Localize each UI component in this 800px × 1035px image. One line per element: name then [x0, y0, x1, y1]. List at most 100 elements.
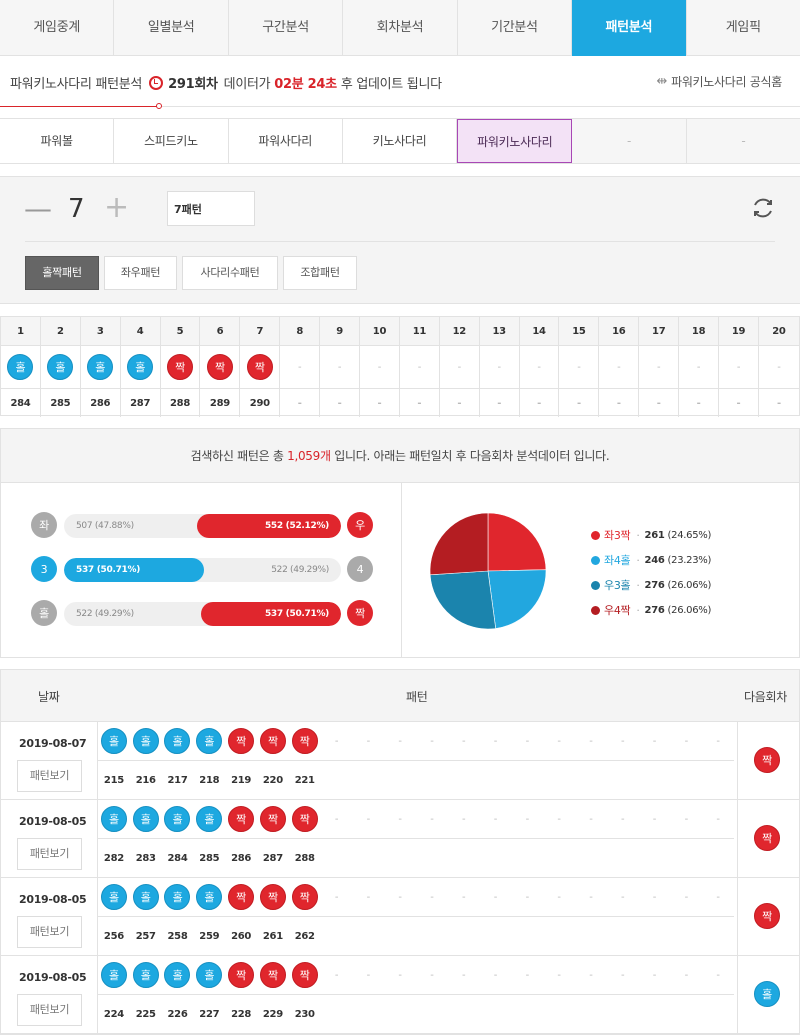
subtab-powerball[interactable]: 파워볼	[0, 119, 115, 163]
official-home-label: 파워키노사다리 공식홈	[671, 75, 782, 89]
round-number: 290	[240, 389, 281, 417]
pattern-count-input[interactable]	[167, 191, 255, 226]
history-ball-cell: -	[543, 878, 575, 917]
history-ball-cell: -	[447, 878, 480, 917]
round-number: 288	[161, 389, 201, 417]
history-number-cell	[670, 761, 702, 799]
history-header: 날짜 패턴 다음회차	[1, 670, 799, 722]
history-ball-cell: 짝	[225, 956, 257, 995]
legend-count: 246	[644, 554, 665, 566]
history-number-cell: 285	[199, 852, 220, 864]
history-number-cell	[702, 761, 734, 799]
history-ball-cell: -	[447, 722, 480, 761]
history-ball-cell: 홀	[161, 956, 194, 995]
left-right-pattern-button[interactable]: 좌우패턴	[104, 256, 177, 290]
legend-percent: (23.23%)	[667, 554, 712, 566]
increase-button[interactable]: +	[104, 190, 129, 225]
update-text-suffix: 후 업데이트 됩니다	[340, 77, 442, 92]
history-number-cell	[607, 839, 639, 877]
round-result-cell: -	[520, 346, 560, 388]
history-ball-cell: -	[606, 800, 639, 839]
view-pattern-button[interactable]: 패턴보기	[17, 760, 82, 792]
subtab-keno-ladder[interactable]: 키노사다리	[342, 119, 458, 163]
result-ball: 짝	[259, 728, 286, 754]
tab-daily-analysis[interactable]: 일별분석	[114, 0, 229, 56]
history-ball-cell: 홀	[161, 800, 194, 839]
round-index: 11	[399, 317, 440, 345]
round-number-row: 284 285 286 287 288 289 290- - - - - - - - - - - - -	[1, 389, 799, 417]
round-result-cell: -	[400, 346, 440, 388]
subtab-power-keno-ladder[interactable]: 파워키노사다리	[457, 119, 573, 163]
tab-round-analysis[interactable]: 회차분석	[343, 0, 458, 56]
history-number-cell	[639, 917, 671, 955]
current-round: 291회차	[168, 77, 218, 92]
history-number-cell: 261	[262, 930, 283, 942]
countdown-timer: 02분 24초	[274, 77, 337, 92]
round-index: 6	[200, 317, 241, 345]
stat-right-label: 우	[347, 512, 373, 538]
history-ball-cell: 짝	[256, 956, 289, 995]
decrease-button[interactable]: —	[24, 192, 52, 225]
view-pattern-button[interactable]: 패턴보기	[17, 916, 82, 948]
tab-section-analysis[interactable]: 구간분석	[229, 0, 344, 56]
legend-separator: ·	[636, 528, 640, 542]
combo-pattern-button[interactable]: 조합패턴	[283, 256, 357, 290]
history-ball-cell: -	[511, 956, 544, 995]
history-number-cell: 225	[135, 1008, 156, 1020]
search-summary: 검색하신 패턴은 총 1,059개 입니다. 아래는 패턴일치 후 다음회차 분…	[0, 428, 800, 483]
result-ball: 짝	[291, 884, 318, 910]
odd-even-pattern-button[interactable]: 홀짝패턴	[25, 256, 99, 290]
history-number-cell	[448, 917, 480, 955]
result-ball: 홀	[132, 962, 159, 988]
history-number-cell	[480, 917, 512, 955]
history-number-cell	[384, 995, 416, 1033]
official-home-link[interactable]: ⇹ 파워키노사다리 공식홈	[656, 73, 782, 90]
result-ball: 짝	[291, 962, 318, 988]
round-number: -	[360, 389, 400, 417]
result-ball: 홀	[100, 806, 127, 832]
history-ball-cell: 홀	[129, 722, 162, 761]
history-number-cell: 262	[294, 930, 315, 942]
tab-game-broadcast[interactable]: 게임중계	[0, 0, 115, 56]
history-ball-cell: 홀	[98, 800, 130, 839]
history-number-cell: 218	[199, 774, 220, 786]
round-number: -	[776, 397, 781, 409]
history-ball-cell: -	[320, 722, 353, 761]
page-title: 파워키노사다리 패턴분석	[10, 77, 143, 92]
view-pattern-button[interactable]: 패턴보기	[17, 838, 82, 870]
refresh-icon[interactable]	[750, 195, 776, 221]
history-ball-cell: 홀	[129, 956, 162, 995]
subtab-speed-keno[interactable]: 스피드키노	[114, 119, 229, 163]
history-number-cell: 229	[262, 1008, 283, 1020]
history-number-row: 224 225 226 227 228 229 230	[98, 995, 737, 1033]
round-number: -	[599, 389, 640, 417]
history-number-cell	[607, 995, 639, 1033]
subtab-empty-1: -	[572, 119, 687, 163]
control-separator	[25, 241, 775, 242]
pattern-control-panel: — 7 + 홀짝패턴 좌우패턴 사다리수패턴 조합패턴	[0, 176, 800, 304]
legend-name: 좌4홀	[604, 553, 631, 567]
stat-row: 3 537 (50.71%) 522 (49.29%) 4	[31, 556, 373, 582]
result-ball: 홀	[100, 728, 127, 754]
subtab-power-ladder[interactable]: 파워사다리	[228, 119, 343, 163]
legend-count: 276	[644, 604, 665, 616]
history-number-cell	[575, 761, 607, 799]
result-ball: 홀	[164, 884, 191, 910]
history-pattern-grid: 홀 홀 홀 홀 짝 짝 짝 - - - - - - - - - - - - -215 216 217 218 219 220 22…	[98, 722, 738, 799]
tab-game-pick[interactable]: 게임픽	[725, 20, 761, 35]
ladder-count-pattern-button[interactable]: 사다리수패턴	[182, 256, 278, 290]
history-ball-cell: -	[320, 800, 353, 839]
tab-period-analysis[interactable]: 기간분석	[458, 0, 573, 56]
view-pattern-button[interactable]: 패턴보기	[17, 994, 82, 1026]
legend-percent: (26.06%)	[667, 604, 712, 616]
stat-bar-fill: 552 (52.12%)	[196, 514, 341, 538]
tab-pattern-analysis[interactable]: 패턴분석	[572, 0, 687, 56]
round-result-cell: -	[280, 346, 321, 388]
result-ball: 홀	[132, 884, 159, 910]
history-number-cell	[480, 761, 512, 799]
legend-item: 우3홀 · 276 (26.06%)	[591, 573, 711, 598]
legend-dot	[591, 531, 600, 540]
history-number-cell: 258	[167, 930, 188, 942]
